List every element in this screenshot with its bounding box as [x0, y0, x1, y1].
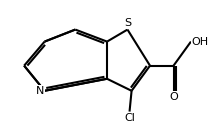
- Text: S: S: [124, 18, 131, 29]
- Text: O: O: [169, 92, 178, 102]
- Text: N: N: [35, 86, 44, 96]
- Text: Cl: Cl: [124, 113, 135, 123]
- Text: OH: OH: [192, 37, 209, 47]
